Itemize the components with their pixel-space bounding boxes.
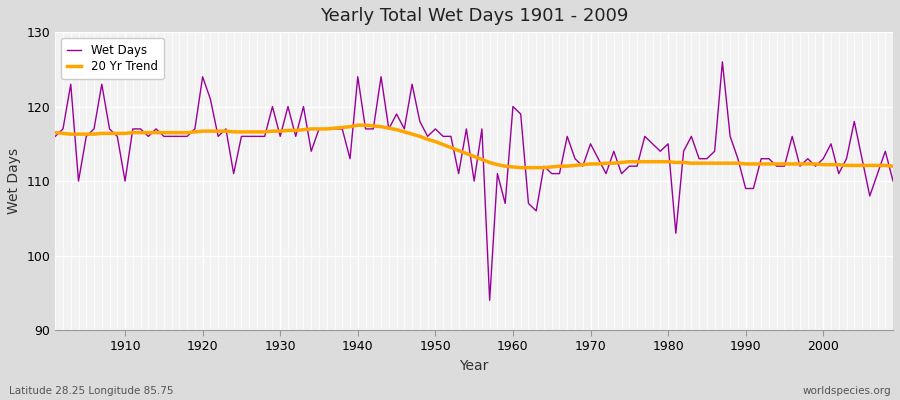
Text: Latitude 28.25 Longitude 85.75: Latitude 28.25 Longitude 85.75	[9, 386, 174, 396]
Title: Yearly Total Wet Days 1901 - 2009: Yearly Total Wet Days 1901 - 2009	[320, 7, 628, 25]
20 Yr Trend	[616, 160, 627, 165]
Wet Days	[717, 60, 728, 64]
Wet Days	[508, 104, 518, 109]
20 Yr Trend	[508, 164, 518, 169]
Wet Days	[608, 149, 619, 154]
20 Yr Trend	[283, 128, 293, 133]
20 Yr Trend	[523, 165, 534, 170]
Wet Days	[112, 134, 122, 139]
Wet Days	[50, 134, 60, 139]
Line: Wet Days: Wet Days	[55, 62, 893, 300]
Wet Days	[329, 126, 340, 131]
Wet Days	[516, 112, 526, 116]
20 Yr Trend	[50, 130, 60, 135]
Wet Days	[484, 298, 495, 303]
20 Yr Trend	[353, 123, 364, 128]
Text: worldspecies.org: worldspecies.org	[803, 386, 891, 396]
20 Yr Trend	[329, 126, 340, 130]
Legend: Wet Days, 20 Yr Trend: Wet Days, 20 Yr Trend	[61, 38, 164, 79]
20 Yr Trend	[887, 164, 898, 168]
Y-axis label: Wet Days: Wet Days	[7, 148, 21, 214]
20 Yr Trend	[516, 165, 526, 170]
Line: 20 Yr Trend: 20 Yr Trend	[55, 125, 893, 168]
Wet Days	[283, 104, 293, 109]
20 Yr Trend	[112, 131, 122, 136]
Wet Days	[887, 179, 898, 184]
X-axis label: Year: Year	[460, 359, 489, 373]
